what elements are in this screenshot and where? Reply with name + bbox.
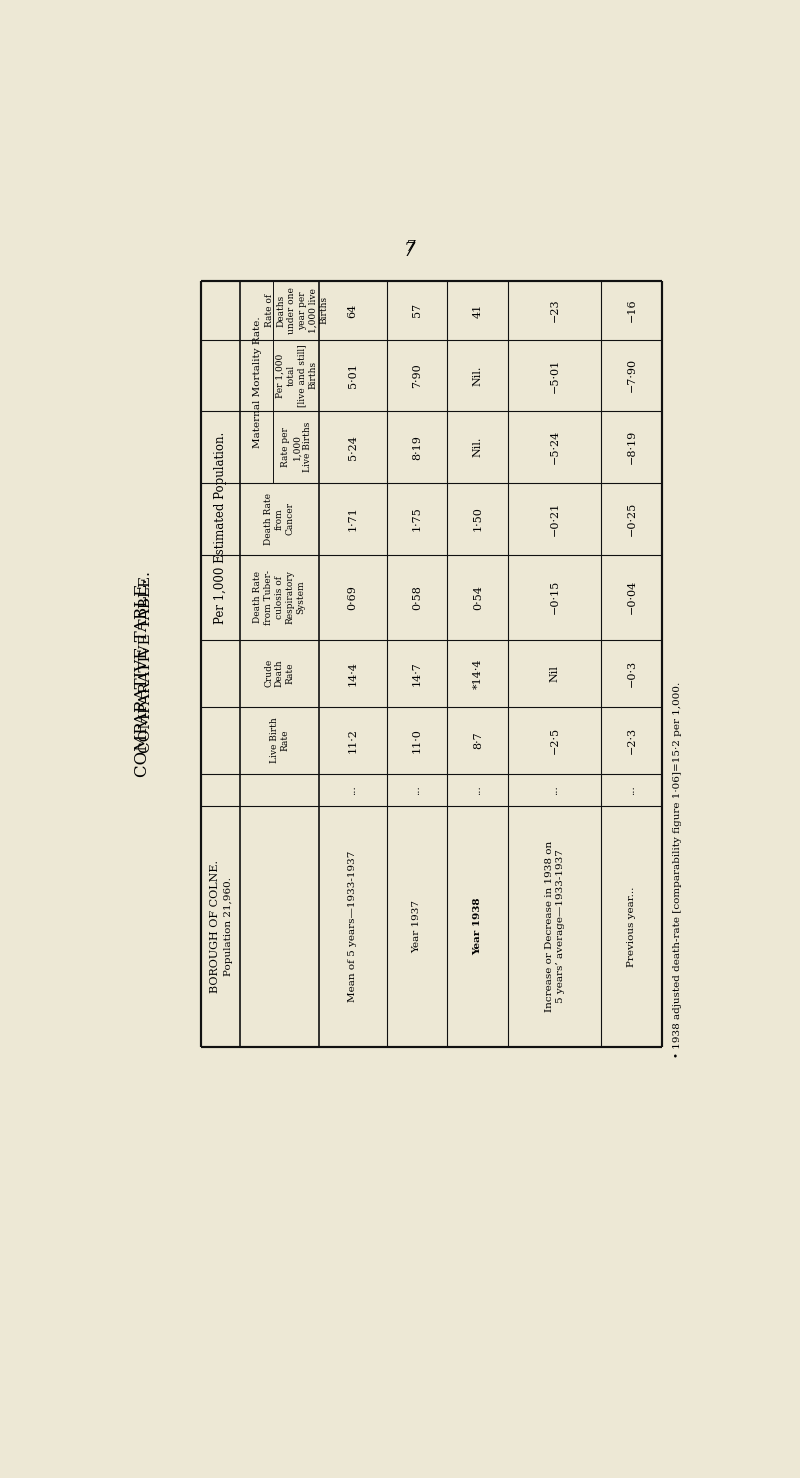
- Text: −5·01: −5·01: [550, 358, 560, 393]
- Text: ...: ...: [550, 785, 559, 795]
- Text: 0·58: 0·58: [412, 585, 422, 609]
- Text: −7·90: −7·90: [626, 358, 637, 393]
- Text: 41: 41: [473, 303, 482, 318]
- Text: −23: −23: [550, 299, 560, 322]
- Text: −2·5: −2·5: [550, 727, 560, 754]
- Text: −8·19: −8·19: [626, 430, 637, 464]
- Text: COMPARATIVE TABLE.: COMPARATIVE TABLE.: [134, 578, 151, 777]
- Text: ...: ...: [348, 785, 357, 795]
- Text: 64: 64: [348, 303, 358, 318]
- Text: *14·4: *14·4: [473, 658, 482, 689]
- Text: Year 1937: Year 1937: [413, 900, 422, 953]
- Text: ...: ...: [474, 785, 482, 795]
- Text: 1·71: 1·71: [348, 507, 358, 531]
- Text: Death Rate
from
Cancer: Death Rate from Cancer: [264, 492, 294, 545]
- Text: −0·04: −0·04: [626, 579, 637, 615]
- Text: 5·01: 5·01: [348, 364, 358, 387]
- Text: 7·90: 7·90: [412, 364, 422, 387]
- Text: BOROUGH OF COLNE.: BOROUGH OF COLNE.: [210, 860, 219, 993]
- Text: Nil: Nil: [550, 665, 560, 681]
- Text: 14·4: 14·4: [348, 661, 358, 686]
- Text: −2·3: −2·3: [626, 727, 637, 754]
- Text: 1·50: 1·50: [473, 507, 482, 531]
- Text: −0·25: −0·25: [626, 501, 637, 537]
- Text: 1·75: 1·75: [412, 507, 422, 531]
- Text: Maternal Mortality Rate.: Maternal Mortality Rate.: [253, 316, 262, 448]
- Text: −0·21: −0·21: [550, 501, 560, 537]
- Text: −0·3: −0·3: [626, 659, 637, 687]
- Text: • 1938 adjusted death-rate [comparability figure 1·06]=15·2 per 1,000.: • 1938 adjusted death-rate [comparabilit…: [674, 683, 682, 1058]
- Text: Per 1,000
total
[live and still]
Births: Per 1,000 total [live and still] Births: [276, 344, 318, 406]
- Text: Rate per
1,000
Live Births: Rate per 1,000 Live Births: [282, 421, 312, 473]
- Text: Population 21,960.: Population 21,960.: [224, 876, 233, 975]
- Text: 11·2: 11·2: [348, 729, 358, 752]
- Text: Per 1,000 Estimated Population.: Per 1,000 Estimated Population.: [214, 432, 227, 624]
- Text: Increase or Decrease in 1938 on
5 years’ average—1933-1937: Increase or Decrease in 1938 on 5 years’…: [545, 841, 565, 1012]
- Text: 7: 7: [405, 239, 415, 254]
- Text: Mean of 5 years—1933-1937: Mean of 5 years—1933-1937: [348, 851, 357, 1002]
- Text: Crude
Death
Rate: Crude Death Rate: [264, 659, 294, 687]
- Text: Nil.: Nil.: [473, 365, 482, 386]
- Text: −5·24: −5·24: [550, 430, 560, 464]
- Text: 7: 7: [404, 241, 416, 260]
- Text: 5·24: 5·24: [348, 435, 358, 460]
- Text: Nil.: Nil.: [473, 437, 482, 457]
- Text: Death Rate
from Tuber-
culosis of
Respiratory
System: Death Rate from Tuber- culosis of Respir…: [254, 569, 306, 625]
- Text: 8·19: 8·19: [412, 435, 422, 460]
- Text: Year 1938: Year 1938: [474, 897, 482, 955]
- Text: −16: −16: [626, 299, 637, 322]
- Text: 11·0: 11·0: [412, 729, 422, 752]
- Text: Rate of
Deaths
under one
year per
1,000 live
Births: Rate of Deaths under one year per 1,000 …: [266, 287, 328, 334]
- Text: 14·7: 14·7: [412, 661, 422, 686]
- Text: 57: 57: [412, 303, 422, 318]
- Text: ...: ...: [413, 785, 422, 795]
- Text: Previous year...: Previous year...: [627, 887, 636, 967]
- Text: ...: ...: [627, 785, 636, 795]
- Text: 0·54: 0·54: [473, 585, 482, 609]
- Text: Live Birth
Rate: Live Birth Rate: [270, 718, 290, 764]
- Text: COMPARATIVE TABLE.: COMPARATIVE TABLE.: [139, 572, 154, 754]
- Text: 8·7: 8·7: [473, 732, 482, 749]
- Text: −0·15: −0·15: [550, 579, 560, 615]
- Text: 0·69: 0·69: [348, 585, 358, 609]
